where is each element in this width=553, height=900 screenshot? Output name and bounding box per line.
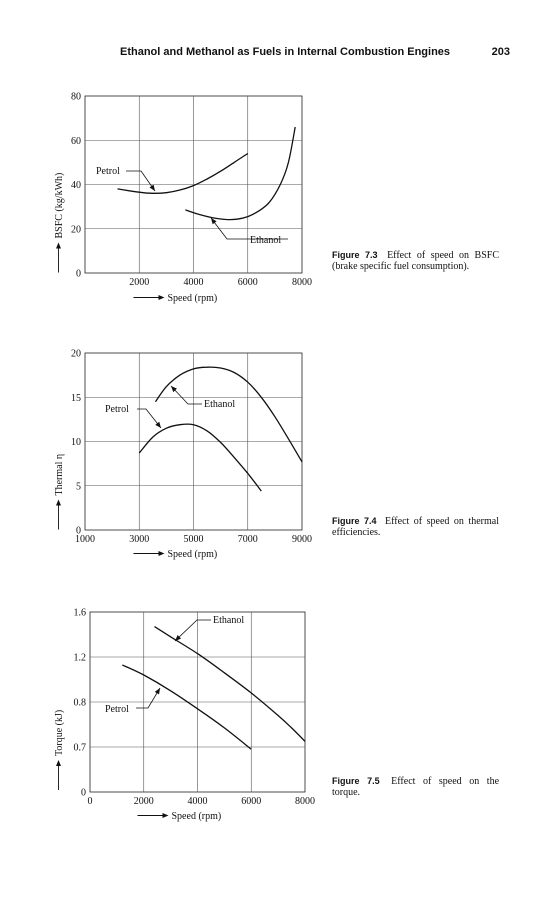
y-tick-label: 80 [71, 92, 81, 103]
y-tick-label: 20 [71, 349, 81, 360]
x-tick-label: 2000 [134, 796, 154, 807]
leader-line [137, 408, 162, 429]
leader-line [210, 217, 288, 240]
arrowhead [162, 813, 169, 818]
y-tick-label: 0.8 [74, 698, 87, 709]
y-tick-label: 20 [71, 224, 81, 235]
y-tick-label: 40 [71, 180, 81, 191]
arrowhead [158, 295, 165, 300]
figure-7-5-chart: 0 0.7 0.8 1.2 1.6 0 2000 4000 6000 8000 Petrol Etha… [54, 608, 315, 823]
y-tick-label: 0 [76, 269, 81, 280]
x-tick-label: 0 [88, 796, 93, 807]
x-tick-label: 4000 [188, 796, 208, 807]
y-axis-label: Torque (kJ) [54, 710, 65, 756]
y-axis-label: Thermal η [54, 454, 65, 496]
x-tick-label: 3000 [129, 534, 149, 545]
arrowhead [154, 688, 160, 695]
figure-7-5-caption: Figure 7.5 Effect of speed on the torque… [332, 776, 499, 798]
x-tick-label: 4000 [184, 277, 204, 288]
figure-7-3-chart: 0 20 40 60 80 2000 4000 6000 8000 Petrol Ethanol Sp… [54, 92, 312, 305]
arrowhead [158, 551, 165, 556]
leader-line [136, 687, 161, 709]
running-title: Ethanol and Methanol as Fuels in Interna… [120, 46, 451, 58]
y-axis-label-group: Thermal η [54, 454, 65, 530]
x-tick-label: 9000 [292, 534, 312, 545]
series-line-petrol [117, 152, 249, 194]
series-label: Ethanol [213, 615, 244, 626]
x-axis-label: Speed (rpm) [172, 811, 222, 822]
leader-line [174, 619, 211, 642]
arrowhead [149, 184, 155, 191]
y-tick-label: 0 [81, 788, 86, 799]
figure-7-3-caption: Figure 7.3 Effect of speed on BSFC (brak… [332, 250, 499, 272]
figure-7-4-chart: 0 5 10 15 20 1000 3000 5000 7000 9000 Petrol Ethano… [54, 349, 312, 561]
arrowhead [171, 386, 177, 393]
y-tick-label: 1.6 [74, 608, 87, 619]
y-tick-label: 1.2 [74, 653, 87, 664]
x-tick-label: 6000 [238, 277, 258, 288]
arrowhead [211, 218, 217, 225]
series-line-petrol [138, 423, 262, 492]
y-tick-label: 15 [71, 393, 81, 404]
page-number: 203 [491, 46, 510, 58]
series-label: Ethanol [250, 235, 281, 246]
y-tick-label: 5 [76, 481, 81, 492]
x-tick-label: 6000 [241, 796, 261, 807]
y-axis-label-group: BSFC (kg/kWh) [54, 173, 65, 273]
caption-text: Effect of speed on BSFC (brake specific … [332, 250, 499, 272]
y-tick-label: 0.7 [74, 743, 87, 754]
series-label: Petrol [96, 166, 120, 177]
series-label: Petrol [105, 404, 129, 415]
series-line-ethanol [154, 366, 303, 463]
caption-text: Effect of speed on the torque. [332, 776, 500, 798]
leader-line [170, 385, 202, 405]
arrowhead [56, 242, 61, 249]
y-tick-label: 0 [76, 526, 81, 537]
series-label: Ethanol [204, 399, 235, 410]
series-line-ethanol [154, 626, 306, 742]
x-tick-label: 5000 [184, 534, 204, 545]
x-tick-label: 2000 [129, 277, 149, 288]
y-tick-label: 60 [71, 136, 81, 147]
figure-label: Figure 7.3 [332, 250, 378, 260]
y-tick-label: 10 [71, 437, 81, 448]
x-axis-label: Speed (rpm) [168, 549, 218, 560]
series-line-ethanol [185, 126, 296, 221]
x-tick-label: 1000 [75, 534, 95, 545]
x-tick-label: 8000 [292, 277, 312, 288]
leader-line [126, 170, 156, 192]
caption-text: Effect of speed on thermal efficiencies. [332, 516, 499, 538]
arrowhead [56, 760, 61, 766]
series-line-petrol [122, 664, 252, 750]
arrowhead [56, 499, 61, 506]
running-head: Ethanol and Methanol as Fuels in Interna… [120, 46, 510, 62]
y-axis-label: BSFC (kg/kWh) [54, 173, 65, 239]
series-label: Petrol [105, 704, 129, 715]
x-tick-label: 8000 [295, 796, 315, 807]
arrowhead [155, 421, 161, 428]
x-axis-label: Speed (rpm) [168, 293, 218, 304]
y-axis-label-group: Torque (kJ) [54, 710, 65, 790]
x-tick-label: 7000 [238, 534, 258, 545]
figure-label: Figure 7.4 [332, 516, 377, 526]
figure-7-4-caption: Figure 7.4 Effect of speed on thermal ef… [332, 516, 499, 538]
figure-label: Figure 7.5 [332, 776, 380, 786]
arrowhead [175, 635, 182, 641]
